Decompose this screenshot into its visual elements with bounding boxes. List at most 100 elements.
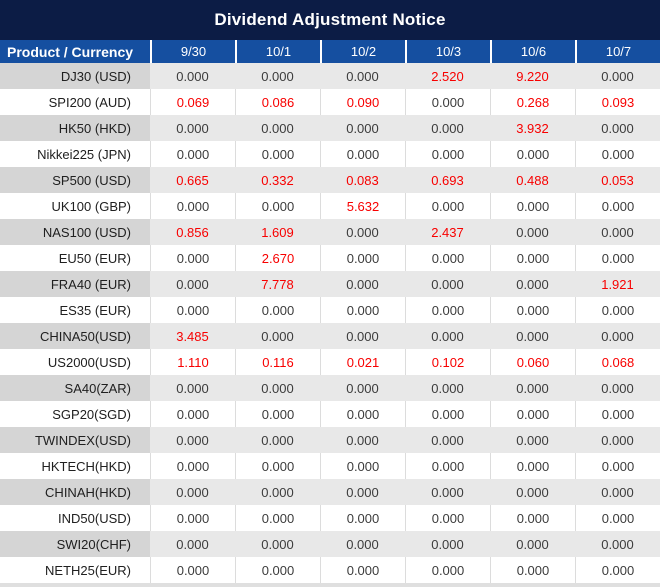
value-cell: 0.000 [235,401,320,427]
value-cell: 0.000 [490,531,575,557]
value-cell: 0.000 [320,245,405,271]
value-cell: 0.000 [490,297,575,323]
value-cell: 0.000 [490,427,575,453]
value-cell: 2.520 [405,63,490,89]
value-cell: 0.000 [150,115,235,141]
value-cell: 0.000 [405,375,490,401]
value-cell: 0.000 [235,297,320,323]
product-cell: NETH25(EUR) [45,562,131,578]
value-cell: 0.116 [235,349,320,375]
product-cell: IND50(USD) [58,510,131,526]
value-cell: 0.000 [575,193,660,219]
table-row: CHINA50(USD) 3.485 0.000 0.000 0.000 0.000 0.0… [0,323,660,349]
value-cell: 0.000 [490,479,575,505]
table-bottom-edge [0,583,660,587]
value-cell: 1.921 [575,271,660,297]
value-cell: 0.000 [575,323,660,349]
value-cell: 0.693 [405,167,490,193]
value-cell: 0.000 [235,63,320,89]
column-header-product: Product / Currency [7,43,134,60]
product-cell: TWINDEX(USD) [0,427,150,453]
value-cell: 0.000 [150,193,235,219]
value-cell: 0.069 [150,89,235,115]
value-cell: 0.000 [490,401,575,427]
table-row: DJ30 (USD) 0.000 0.000 0.000 2.520 9.220 0.000 [0,63,660,89]
table-row: UK100 (GBP) 0.000 0.000 5.632 0.000 0.000 0.00… [0,193,660,219]
table-row: US2000(USD) 1.110 0.116 0.021 0.102 0.060 0.06… [0,349,660,375]
value-cell: 7.778 [235,271,320,297]
table-row: NAS100 (USD) 0.856 1.609 0.000 2.437 0.000 0.0… [0,219,660,245]
value-cell: 0.000 [150,375,235,401]
table-row: SWI20(CHF) 0.000 0.000 0.000 0.000 0.000 0.000 [0,531,660,557]
table-row: SPI200 (AUD) 0.069 0.086 0.090 0.000 0.268 0.0… [0,89,660,115]
value-cell: 0.000 [405,323,490,349]
product-cell: DJ30 (USD) [0,63,150,89]
value-cell: 0.000 [405,297,490,323]
value-cell: 0.000 [320,297,405,323]
value-cell: 0.000 [490,323,575,349]
value-cell: 0.021 [320,349,405,375]
value-cell: 0.000 [320,141,405,167]
value-cell: 0.000 [235,531,320,557]
value-cell: 0.000 [405,531,490,557]
column-header-date: 9/30 [150,40,235,63]
page-title-text: Dividend Adjustment Notice [214,10,446,29]
value-cell: 0.000 [405,557,490,583]
value-cell: 0.068 [575,349,660,375]
value-cell: 0.000 [490,505,575,531]
value-cell: 0.000 [235,557,320,583]
value-cell: 0.000 [575,219,660,245]
value-cell: 0.000 [150,427,235,453]
value-cell: 0.000 [320,505,405,531]
header-row: Product / Currency 9/30 10/1 10/2 10/3 10/6 1… [0,40,660,63]
value-cell: 2.437 [405,219,490,245]
value-cell: 0.000 [490,453,575,479]
product-cell: FRA40 (EUR) [0,271,150,297]
product-cell: EU50 (EUR) [58,250,131,266]
value-cell: 0.000 [150,297,235,323]
table-row: SP500 (USD) 0.665 0.332 0.083 0.693 0.488 0.05… [0,167,660,193]
product-cell: SP500 (USD) [0,167,150,193]
column-header-date: 10/1 [235,40,320,63]
value-cell: 0.053 [575,167,660,193]
value-cell: 0.000 [150,141,235,167]
value-cell: 0.000 [320,531,405,557]
product-cell: UK100 (GBP) [51,198,131,214]
value-cell: 0.000 [150,63,235,89]
product-cell: Nikkei225 (JPN) [37,146,131,162]
value-cell: 3.932 [490,115,575,141]
table-row: IND50(USD) 0.000 0.000 0.000 0.000 0.000 0.000 [0,505,660,531]
value-cell: 0.000 [320,401,405,427]
value-cell: 0.000 [235,427,320,453]
value-cell: 0.060 [490,349,575,375]
value-cell: 0.000 [150,245,235,271]
value-cell: 0.000 [575,557,660,583]
column-header-date: 10/7 [575,40,660,63]
value-cell: 0.000 [405,115,490,141]
value-cell: 0.000 [320,453,405,479]
table-row: SGP20(SGD) 0.000 0.000 0.000 0.000 0.000 0.000 [0,401,660,427]
table-row: HKTECH(HKD) 0.000 0.000 0.000 0.000 0.000 0.00… [0,453,660,479]
value-cell: 0.000 [235,505,320,531]
value-cell: 0.000 [575,297,660,323]
column-header-date: 10/6 [490,40,575,63]
value-cell: 0.000 [575,401,660,427]
product-cell: HK50 (HKD) [0,115,150,141]
value-cell: 0.000 [235,141,320,167]
value-cell: 0.000 [575,531,660,557]
product-cell: SPI200 (AUD) [48,94,131,110]
value-cell: 0.000 [490,219,575,245]
value-cell: 0.000 [490,557,575,583]
value-cell: 0.000 [405,479,490,505]
value-cell: 0.000 [235,193,320,219]
value-cell: 0.000 [150,557,235,583]
value-cell: 0.000 [320,323,405,349]
value-cell: 0.000 [575,375,660,401]
value-cell: 0.000 [490,141,575,167]
value-cell: 0.000 [405,271,490,297]
value-cell: 0.000 [575,141,660,167]
value-cell: 0.856 [150,219,235,245]
value-cell: 0.000 [575,453,660,479]
value-cell: 0.000 [490,193,575,219]
value-cell: 0.000 [150,479,235,505]
